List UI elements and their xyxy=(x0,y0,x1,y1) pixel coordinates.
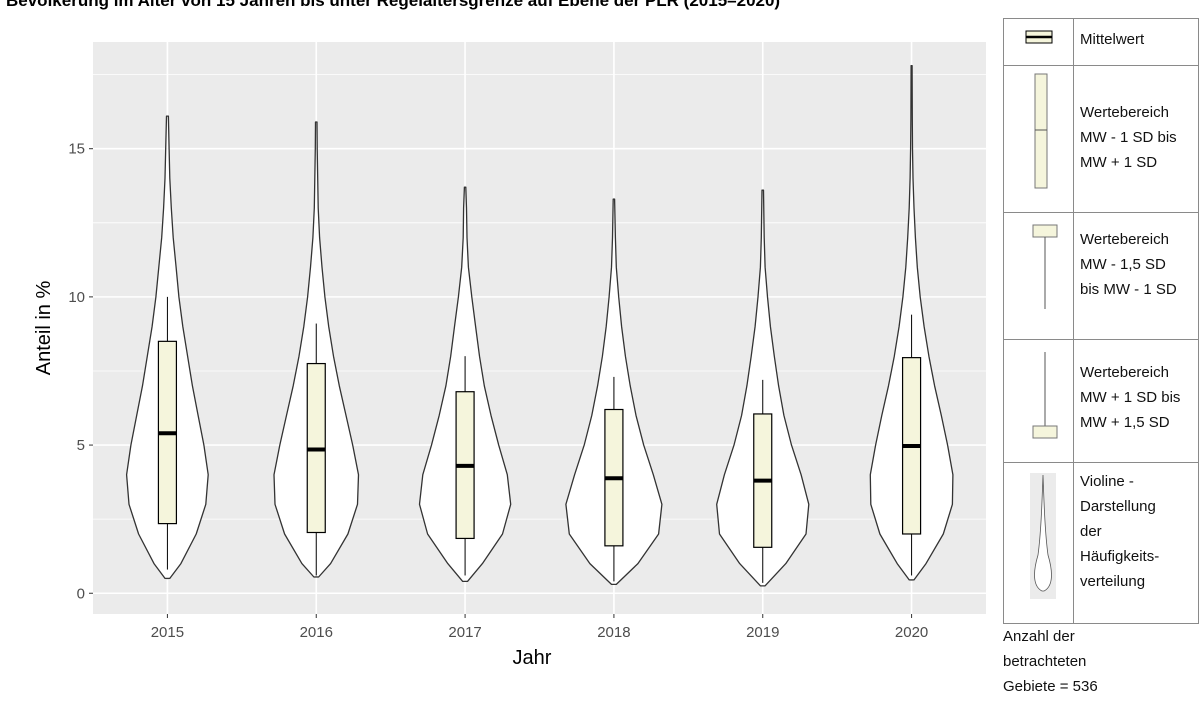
legend-row-upper-whisker: Wertebereich MW + 1 SD bis MW + 1,5 SD xyxy=(1003,339,1199,463)
box-range-icon xyxy=(1004,66,1074,212)
y-tick-label: 10 xyxy=(68,289,85,306)
legend-row-violin: Violine - Darstellung der Häufigkeits-verte… xyxy=(1003,462,1199,624)
boxes xyxy=(157,296,922,583)
axes: 0 5 10 15 2015 2016 2017 2018 2019 2020 xyxy=(68,141,928,641)
legend-row-mean: Mittelwert xyxy=(1003,18,1199,66)
chart-title: Bevölkerung im Alter von 15 Jahren bis u… xyxy=(6,0,781,10)
lower-whisker-icon xyxy=(1004,213,1074,339)
y-tick-label: 0 xyxy=(77,585,85,602)
y-axis-label: Anteil in % xyxy=(33,281,55,376)
x-tick-label: 2019 xyxy=(746,624,779,641)
violin-chart: 0 5 10 15 2015 2016 2017 2018 2019 2020 Jahr Ante… xyxy=(33,42,986,669)
legend-upper-label: Wertebereich MW + 1 SD bis MW + 1,5 SD xyxy=(1080,364,1181,431)
x-tick-label: 2017 xyxy=(448,624,481,641)
x-tick-label: 2018 xyxy=(597,624,630,641)
legend-lower-label: Wertebereich MW - 1,5 SD bis MW - 1 SD xyxy=(1080,231,1177,298)
violin-icon xyxy=(1004,463,1074,623)
legend-mean-label: Mittelwert xyxy=(1080,31,1145,48)
legend-range-label: Wertebereich MW - 1 SD bis MW + 1 SD xyxy=(1080,104,1177,171)
x-tick-label: 2015 xyxy=(151,624,184,641)
upper-whisker-icon xyxy=(1004,340,1074,462)
legend-row-lower-whisker: Wertebereich MW - 1,5 SD bis MW - 1 SD xyxy=(1003,212,1199,340)
legend-row-range: Wertebereich MW - 1 SD bis MW + 1 SD xyxy=(1003,65,1199,213)
mean-icon xyxy=(1004,19,1074,65)
plot-panel xyxy=(93,42,986,614)
legend: Mittelwert Wertebereich MW - 1 SD bis MW +… xyxy=(1003,0,1200,717)
legend-violin-label: Violine - Darstellung der Häufigkeits-verte… xyxy=(1080,473,1160,590)
x-tick-label: 2016 xyxy=(300,624,333,641)
y-tick-label: 15 xyxy=(68,141,85,158)
x-axis-label: Jahr xyxy=(513,647,552,669)
y-tick-label: 5 xyxy=(77,437,85,454)
legend-note: Anzahl der betrachteten Gebiete = 536 xyxy=(1003,628,1098,695)
x-tick-label: 2020 xyxy=(895,624,928,641)
